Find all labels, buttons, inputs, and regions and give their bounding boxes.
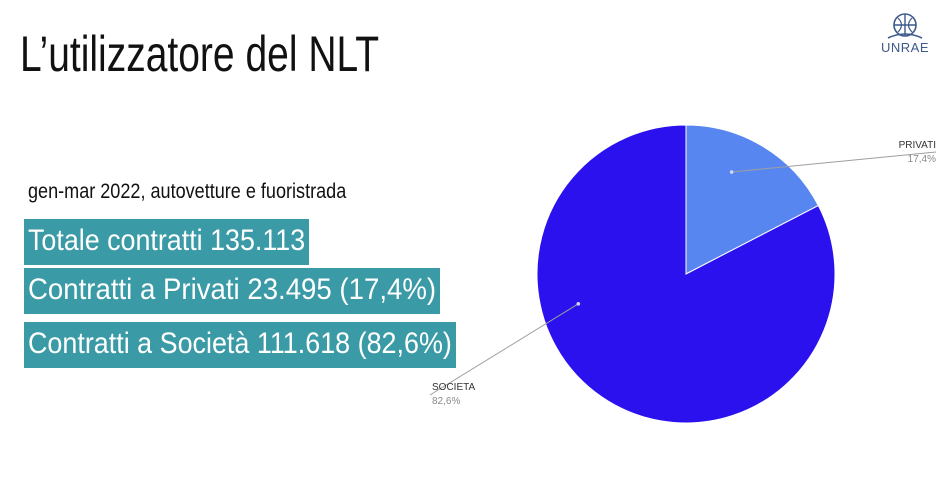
- slice-value-privati: 17,4%: [908, 154, 936, 165]
- logo-text: UNRAE: [880, 40, 929, 55]
- period-subtitle: gen-mar 2022, autovetture e fuoristrada: [28, 180, 347, 203]
- pie-slice-societa: [536, 124, 836, 424]
- highlight-privati-text: Contratti a Privati 23.495 (17,4%): [28, 273, 437, 306]
- leader-line-privati: [731, 151, 937, 173]
- leader-dot-privati: [729, 170, 734, 174]
- leader-dot-societa: [576, 302, 581, 306]
- slice-label-privati: PRIVATI: [899, 140, 936, 151]
- highlight-societa-text: Contratti a Società 111.618 (82,6%): [28, 327, 452, 360]
- slice-value-societa: 82,6%: [432, 396, 460, 407]
- highlight-total-text: Totale contratti 135.113: [28, 224, 306, 257]
- pie-slice-privati: [685, 124, 820, 275]
- unrae-logo: UNRAE: [878, 12, 932, 56]
- leader-line-societa: [429, 303, 579, 396]
- globe-icon: [887, 13, 923, 39]
- highlight-societa: Contratti a Società 111.618 (82,6%): [24, 322, 456, 368]
- highlight-privati: Contratti a Privati 23.495 (17,4%): [24, 268, 440, 314]
- page-title: L’utilizzatore del NLT: [20, 26, 380, 82]
- slice-label-societa: SOCIETA: [432, 382, 475, 393]
- highlight-total: Totale contratti 135.113: [24, 219, 309, 265]
